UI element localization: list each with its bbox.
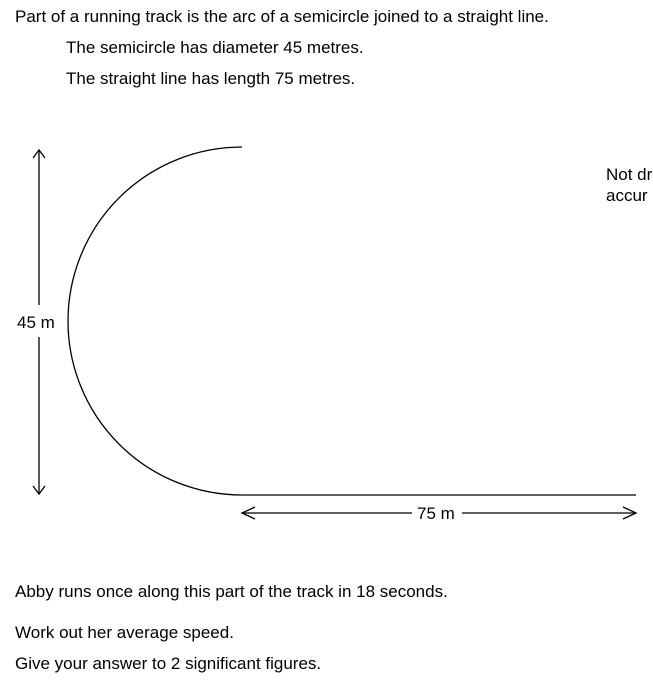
not-drawn-accurately-note-line2: accur [606, 186, 648, 205]
length-statement: The straight line has length 75 metres. [66, 69, 356, 88]
question-intro: Part of a running track is the arc of a … [15, 7, 549, 26]
semicircle-arc [67, 146, 243, 496]
straight-dimension-arrow [240, 506, 638, 520]
runs-statement: Abby runs once along this part of the tr… [15, 582, 448, 601]
diameter-label: 45 m [17, 313, 55, 332]
diameter-dimension-arrow [32, 148, 46, 496]
task-instruction: Work out her average speed. [15, 623, 234, 642]
not-drawn-accurately-note-line1: Not dr [606, 165, 653, 184]
answer-precision-instruction: Give your answer to 2 significant figure… [15, 654, 322, 673]
diameter-statement: The semicircle has diameter 45 metres. [66, 38, 364, 57]
straight-label: 75 m [417, 504, 455, 523]
